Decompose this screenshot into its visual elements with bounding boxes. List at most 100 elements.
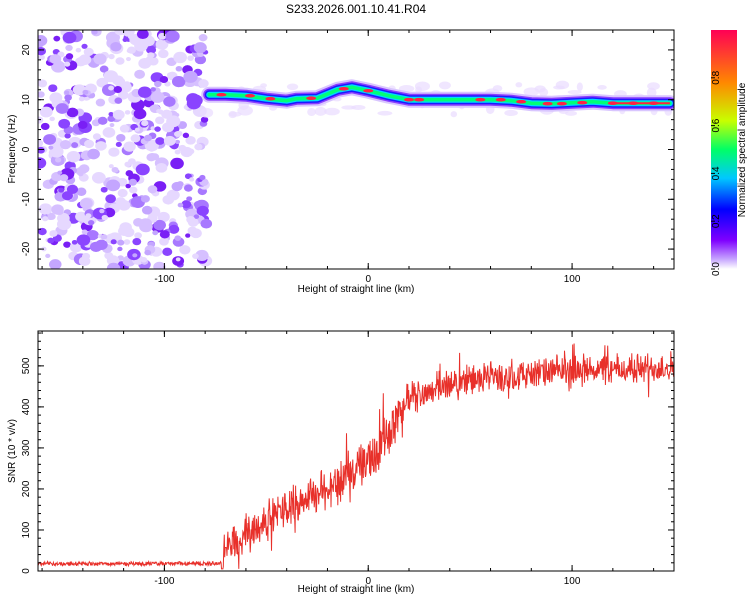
y-tick-label: -20 — [21, 241, 32, 256]
noise-speckle — [42, 216, 49, 222]
noise-speckle — [49, 116, 55, 122]
spectrogram-y-ticks: -20 -10 0 10 20 — [21, 29, 674, 270]
noise-speckle — [38, 79, 48, 88]
ridge-haze — [576, 82, 583, 92]
noise-speckle — [153, 261, 166, 269]
noise-speckle — [179, 245, 191, 255]
noise-speckle — [106, 179, 121, 192]
noise-speckle — [87, 219, 95, 226]
noise-speckle — [162, 247, 173, 257]
noise-speckle — [56, 218, 72, 231]
noise-speckle — [147, 52, 155, 59]
noise-speckle — [95, 98, 106, 107]
noise-speckle — [183, 70, 198, 83]
noise-speckle — [105, 31, 120, 44]
colorbar-label: Normalized spectral amplitude — [737, 82, 748, 217]
y-tick-label: 100 — [21, 521, 32, 538]
ridge-haze — [438, 81, 451, 90]
noise-speckle — [111, 166, 119, 173]
noise-speckle — [47, 213, 56, 220]
noise-speckle — [185, 135, 196, 145]
noise-speckle — [93, 53, 107, 65]
ridge-haze — [534, 85, 546, 93]
noise-speckle — [48, 149, 56, 156]
noise-speckle — [115, 141, 122, 147]
noise-speckle — [58, 118, 71, 129]
ridge-hotspot — [265, 96, 276, 101]
noise-speckle — [147, 185, 158, 194]
noise-speckle — [143, 134, 152, 142]
noise-speckle — [155, 137, 165, 145]
x-tick-label: 0 — [365, 274, 371, 285]
noise-speckle — [101, 214, 109, 221]
noise-speckle — [132, 253, 138, 258]
snr-panel: -100 0 100 0 100 200 300 400 500 Height of stra… — [7, 330, 675, 595]
figure-title: S233.2026.001.10.41.R04 — [286, 2, 426, 16]
y-tick-label: 0 — [21, 568, 32, 574]
ridge-haze — [450, 111, 458, 118]
noise-speckle — [186, 215, 196, 224]
noise-speckle — [123, 81, 131, 88]
noise-speckle — [193, 42, 207, 54]
noise-speckle — [150, 91, 165, 103]
noise-speckle — [106, 262, 121, 269]
ridge-haze — [260, 83, 268, 88]
noise-speckle — [141, 205, 153, 215]
noise-speckle — [65, 53, 74, 60]
noise-speckle — [107, 115, 116, 122]
noise-speckle — [63, 241, 71, 248]
noise-speckle — [159, 75, 169, 83]
noise-speckle — [136, 30, 149, 40]
noise-speckle — [117, 246, 123, 252]
noise-speckle — [170, 157, 184, 170]
colorbar: 0.0 0.2 0.4 0.6 0.8 Normalized spectral ampl… — [711, 30, 748, 276]
noise-speckle — [48, 145, 54, 150]
noise-speckle — [103, 70, 119, 83]
noise-speckle — [77, 171, 84, 177]
ridge-haze — [199, 107, 214, 118]
ridge-haze — [307, 108, 316, 117]
noise-speckle — [140, 257, 148, 263]
noise-speckle — [125, 170, 134, 177]
noise-speckle — [48, 84, 58, 92]
x-tick-label: 100 — [564, 576, 581, 587]
noise-speckle — [181, 200, 192, 209]
noise-speckle — [40, 122, 50, 131]
noise-speckle — [99, 208, 105, 214]
noise-speckle — [57, 170, 63, 175]
noise-speckle — [116, 77, 126, 86]
colorbar-tick-label: 0.4 — [711, 166, 722, 180]
y-tick-label: 10 — [21, 94, 32, 106]
y-tick-label: -10 — [21, 192, 32, 207]
noise-speckle — [87, 148, 100, 160]
noise-speckle — [71, 142, 79, 149]
noise-speckle — [134, 127, 140, 132]
noise-speckle — [129, 186, 138, 194]
noise-speckle — [155, 116, 165, 125]
noise-speckle — [39, 106, 53, 118]
x-tick-label: -100 — [154, 274, 174, 285]
noise-speckle — [108, 164, 114, 169]
noise-speckle — [200, 116, 209, 123]
noise-speckle — [130, 134, 141, 143]
x-tick-label: 100 — [564, 274, 581, 285]
noise-speckle — [69, 241, 83, 253]
ridge-hotspot — [542, 101, 553, 106]
ridge-hotspot — [556, 101, 567, 106]
ridge-hotspot — [338, 86, 349, 91]
noise-speckle — [108, 85, 114, 91]
ridge-haze — [597, 85, 607, 90]
noise-speckle — [186, 196, 193, 202]
noise-speckle — [76, 187, 87, 196]
y-tick-label: 300 — [21, 439, 32, 456]
noise-speckle — [47, 237, 55, 244]
noise-speckle — [175, 65, 183, 72]
spectrogram-y-label: Frequency (Hz) — [7, 115, 18, 184]
noise-speckle — [182, 132, 190, 139]
noise-speckle — [59, 174, 69, 182]
noise-speckle — [139, 218, 153, 229]
noise-speckle — [189, 177, 195, 182]
noise-speckle — [110, 42, 122, 52]
noise-speckle — [133, 108, 147, 120]
